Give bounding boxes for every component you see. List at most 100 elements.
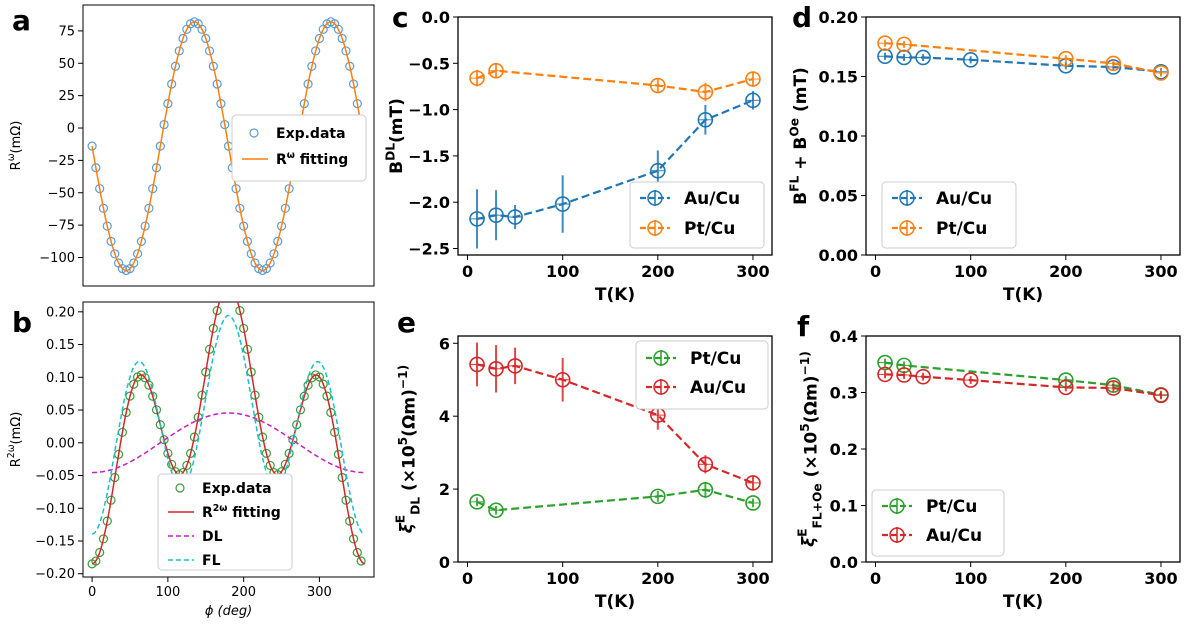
data-point xyxy=(311,46,321,56)
data-point xyxy=(155,420,165,430)
legend-marker xyxy=(899,190,915,206)
y-tick-label: −0.20 xyxy=(35,567,75,582)
y-tick-label: −75 xyxy=(48,219,75,234)
x-tick-label: 100 xyxy=(546,262,579,281)
y-tick-label: 0.0 xyxy=(422,8,450,27)
data-point xyxy=(129,379,139,389)
data-point xyxy=(314,33,325,44)
curve-line xyxy=(92,412,365,474)
panel-letter-d: d xyxy=(792,1,812,34)
y-tick-label: −25 xyxy=(48,154,75,169)
legend-marker xyxy=(653,379,669,395)
x-axis-label: T(K) xyxy=(595,592,635,612)
series-au-cu xyxy=(877,48,1169,80)
series-pt-cu xyxy=(469,481,761,519)
data-point xyxy=(212,79,222,89)
y-axis-label: BDL(mT) xyxy=(383,98,407,174)
legend-box xyxy=(157,473,293,571)
data-point xyxy=(167,79,177,89)
data-point xyxy=(356,556,366,566)
data-point xyxy=(235,306,245,316)
data-point xyxy=(91,556,101,566)
series-r-fitting xyxy=(91,21,366,272)
data-point xyxy=(144,203,154,213)
data-point xyxy=(348,79,359,89)
panel-letter-e: e xyxy=(397,306,416,339)
y-tick-label: 0.15 xyxy=(819,68,858,87)
y-tick-label: 0.2 xyxy=(830,440,858,459)
legend: Au/Cu Pt/Cu xyxy=(881,181,1017,249)
data-point xyxy=(265,460,275,471)
data-point xyxy=(106,236,116,246)
y-tick-label: 0.00 xyxy=(819,246,858,265)
data-point xyxy=(208,61,218,71)
panel-a-chart: 75 50 25 0 −25 −50 −75 −100 Rω(mΩ) Exp.data Rω fit… xyxy=(6,4,375,287)
x-tick-label: 100 xyxy=(546,569,579,588)
x-tick-label: 300 xyxy=(736,262,769,281)
panel-d-chart: 0.20 0.15 0.10 0.05 0.00 0 100 200 300 T(K) BFL + … xyxy=(787,8,1181,305)
data-point xyxy=(280,459,290,469)
data-point xyxy=(98,534,109,544)
x-axis-label: T(K) xyxy=(1003,285,1043,305)
data-point xyxy=(170,61,181,71)
data-point xyxy=(303,79,313,89)
data-point xyxy=(337,33,347,44)
series-pt-cu xyxy=(469,62,761,102)
data-point xyxy=(102,221,112,231)
data-point xyxy=(303,380,313,390)
data-point xyxy=(341,46,351,56)
x-tick-label: 200 xyxy=(641,262,674,281)
legend: Exp.data Rω fitting xyxy=(231,114,367,182)
series-fl xyxy=(91,314,366,535)
data-layer xyxy=(469,342,761,519)
data-point xyxy=(273,236,283,246)
legend-marker xyxy=(175,483,185,493)
series-au-cu xyxy=(877,366,1169,404)
panel-f-chart: 0.4 0.3 0.2 0.1 0.0 0 100 200 300 T(K) ξEFL+Oe (×1… xyxy=(795,327,1181,612)
y-tick-label: 6 xyxy=(439,334,450,353)
data-point xyxy=(352,547,362,558)
data-point xyxy=(95,547,105,558)
data-point xyxy=(197,24,207,34)
data-point xyxy=(98,203,109,213)
data-layer xyxy=(469,62,761,249)
legend: Pt/Cu Au/Cu xyxy=(871,489,1005,557)
y-tick-label: 0.4 xyxy=(830,327,858,346)
series-r-2-fitting xyxy=(91,302,366,565)
data-point xyxy=(132,249,143,259)
data-point xyxy=(318,379,328,389)
data-point xyxy=(212,306,222,316)
panel-letter-f: f xyxy=(797,310,810,343)
data-point xyxy=(189,432,199,442)
y-tick-label: 2 xyxy=(439,480,450,499)
y-tick-label: 0 xyxy=(439,553,450,572)
legend-label: Pt/Cu xyxy=(684,219,735,239)
x-axis-label: T(K) xyxy=(1003,592,1043,612)
data-point xyxy=(186,448,196,458)
curve-line xyxy=(91,314,366,535)
data-point xyxy=(333,24,343,34)
data-point xyxy=(204,46,215,56)
data-point xyxy=(140,221,150,231)
data-layer xyxy=(877,35,1169,81)
y-tick-label: 4 xyxy=(439,407,450,426)
x-axis-label: ϕ (deg) xyxy=(205,604,252,619)
data-point xyxy=(345,61,355,71)
data-point xyxy=(261,448,271,458)
series-au-cu xyxy=(469,342,761,491)
legend-label: Pt/Cu xyxy=(690,349,741,369)
x-tick-label: 200 xyxy=(641,569,674,588)
y-tick-label: −50 xyxy=(48,186,75,201)
y-tick-label: 75 xyxy=(58,24,75,39)
y-tick-label: 0.10 xyxy=(819,127,858,146)
x-tick-label: 300 xyxy=(736,569,769,588)
data-point xyxy=(129,258,139,268)
x-tick-label: 0 xyxy=(870,262,881,281)
data-point xyxy=(201,33,211,44)
x-tick-label: 300 xyxy=(1144,262,1177,281)
x-tick-label: 0 xyxy=(462,569,473,588)
legend-label: Au/Cu xyxy=(684,189,740,209)
y-tick-label: 0.20 xyxy=(819,8,858,27)
